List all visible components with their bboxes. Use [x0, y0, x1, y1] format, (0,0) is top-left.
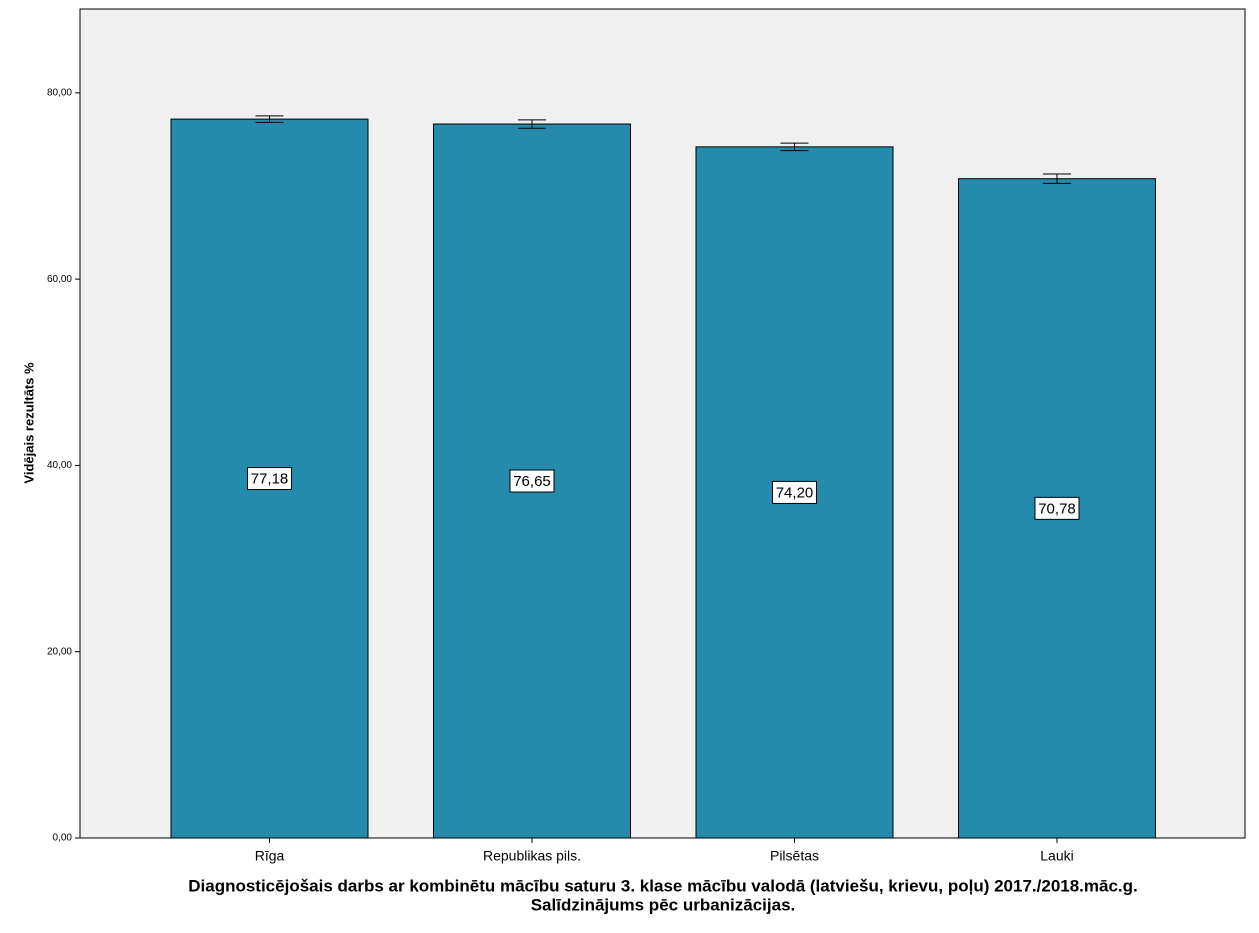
y-tick-label: 80,00: [47, 87, 72, 98]
y-tick-label: 0,00: [53, 833, 73, 844]
x-tick-label: Republikas pils.: [483, 848, 581, 864]
y-axis-label: Vidējais rezultāts %: [21, 362, 36, 484]
value-label: 77,18: [251, 471, 289, 488]
value-label: 76,65: [513, 473, 551, 490]
value-label-box: [247, 467, 292, 491]
x-tick-label: Pilsētas: [770, 848, 819, 864]
chart-subtitle: Salīdzinājums pēc urbanizācijas.: [531, 895, 796, 914]
chart-title: Diagnosticējošais darbs ar kombinētu māc…: [188, 876, 1138, 895]
y-tick-label: 60,00: [47, 274, 72, 285]
value-label-box: [509, 469, 555, 493]
value-label: 74,20: [776, 484, 814, 501]
value-label-box: [1034, 496, 1080, 520]
y-tick-label: 40,00: [47, 460, 72, 471]
value-label: 70,78: [1038, 500, 1076, 517]
x-tick-label: Lauki: [1040, 848, 1073, 864]
x-tick-label: Rīga: [255, 848, 285, 864]
y-tick-label: 20,00: [47, 646, 72, 657]
value-label-box: [772, 480, 817, 504]
